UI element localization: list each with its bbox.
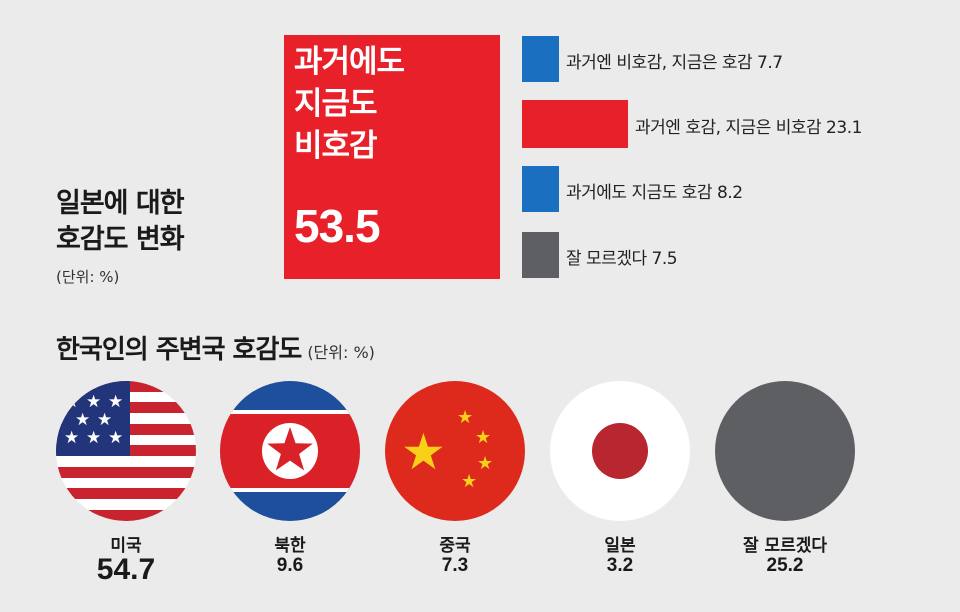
favorability-title: 한국인의 주변국 호감도 (단위: %) bbox=[56, 329, 375, 366]
bar-label-2: 과거에도 지금도 호감 8.2 bbox=[566, 183, 743, 203]
country-value-unknown: 25.2 bbox=[766, 555, 804, 576]
highlight-block: 과거에도 지금도 비호감 53.5 bbox=[284, 35, 500, 279]
gray-circle-icon bbox=[715, 381, 855, 521]
favorability-unit: (단위: %) bbox=[307, 343, 375, 362]
country-name-north-korea: 북한 bbox=[274, 536, 306, 556]
japan-flag-icon bbox=[550, 381, 690, 521]
country-unknown: 잘 모르겠다 25.2 bbox=[715, 381, 855, 581]
country-name-china: 중국 bbox=[439, 536, 471, 556]
country-name-japan: 일본 bbox=[604, 536, 636, 556]
japan-sentiment-title: 일본에 대한 호감도 변화 bbox=[56, 186, 185, 258]
highlight-value: 53.5 bbox=[294, 200, 381, 252]
svg-text:★: ★ bbox=[108, 392, 123, 412]
svg-text:★: ★ bbox=[461, 471, 477, 492]
svg-text:★: ★ bbox=[86, 428, 101, 448]
usa-flag-icon: ★ ★ ★ ★ ★ ★ ★ ★ bbox=[56, 381, 196, 521]
country-value-north-korea: 9.6 bbox=[276, 555, 304, 576]
country-japan: 일본 3.2 bbox=[550, 381, 690, 581]
highlight-label: 과거에도 지금도 비호감 bbox=[294, 41, 405, 167]
country-name-usa: 미국 bbox=[110, 536, 142, 556]
country-value-china: 7.3 bbox=[441, 555, 469, 576]
bar-3 bbox=[522, 232, 559, 278]
japan-sentiment-unit: (단위: %) bbox=[56, 268, 120, 286]
svg-text:★: ★ bbox=[457, 407, 473, 428]
country-north-korea: 북한 9.6 bbox=[220, 381, 360, 581]
svg-text:★: ★ bbox=[86, 392, 101, 412]
highlight-label-line-2: 지금도 bbox=[294, 86, 378, 122]
bar-1 bbox=[522, 100, 628, 148]
china-flag-icon: ★ ★ ★ ★ ★ bbox=[385, 381, 525, 521]
japan-sentiment-title-line-2: 호감도 변화 bbox=[56, 224, 185, 255]
japan-sentiment-title-line-1: 일본에 대한 bbox=[56, 188, 185, 219]
bar-2 bbox=[522, 166, 559, 212]
country-value-japan: 3.2 bbox=[606, 555, 634, 576]
country-value-usa: 54.7 bbox=[96, 553, 156, 586]
bar-label-0: 과거엔 비호감, 지금은 호감 7.7 bbox=[566, 53, 783, 73]
svg-text:★: ★ bbox=[108, 428, 123, 448]
svg-text:★: ★ bbox=[64, 428, 79, 448]
country-china: ★ ★ ★ ★ ★ 중국 7.3 bbox=[385, 381, 525, 581]
svg-text:★: ★ bbox=[97, 410, 112, 430]
highlight-label-line-1: 과거에도 bbox=[294, 44, 405, 80]
country-usa: ★ ★ ★ ★ ★ ★ ★ ★ 미국 54.7 bbox=[56, 381, 196, 586]
bar-label-3: 잘 모르겠다 7.5 bbox=[566, 249, 678, 269]
svg-text:★: ★ bbox=[401, 423, 446, 481]
bar-0 bbox=[522, 36, 559, 82]
highlight-label-line-3: 비호감 bbox=[294, 128, 378, 164]
svg-text:★: ★ bbox=[75, 410, 90, 430]
svg-text:★: ★ bbox=[475, 427, 491, 448]
north-korea-flag-icon bbox=[220, 381, 360, 521]
favorability-title-text: 한국인의 주변국 호감도 bbox=[56, 335, 302, 365]
svg-text:★: ★ bbox=[477, 453, 493, 474]
svg-text:★: ★ bbox=[64, 392, 79, 412]
bar-label-1: 과거엔 호감, 지금은 비호감 23.1 bbox=[635, 118, 862, 138]
country-name-unknown: 잘 모르겠다 bbox=[742, 536, 828, 556]
